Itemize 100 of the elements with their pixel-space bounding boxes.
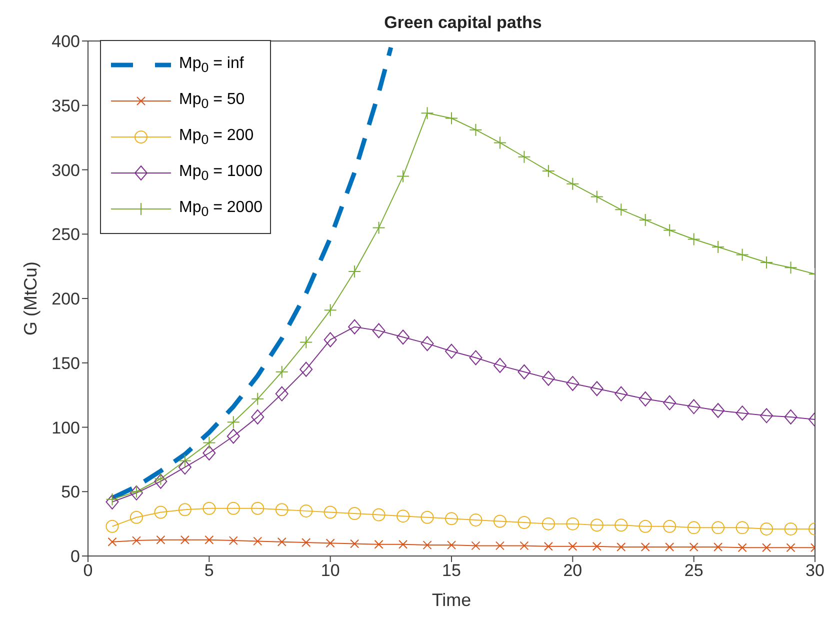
point	[590, 190, 604, 204]
point	[132, 536, 141, 546]
point	[760, 522, 774, 536]
x-tick-label: 0	[83, 561, 93, 580]
point	[469, 123, 482, 136]
point	[687, 521, 700, 534]
point	[253, 536, 262, 546]
point	[106, 492, 119, 506]
chart-title: Green capital paths	[384, 13, 542, 32]
point	[396, 510, 410, 523]
point	[324, 506, 337, 519]
point	[663, 395, 676, 410]
point	[493, 358, 506, 373]
point	[590, 518, 604, 532]
point	[520, 541, 529, 550]
point	[762, 543, 772, 552]
point	[736, 248, 749, 262]
point	[302, 538, 311, 547]
point	[350, 539, 360, 548]
point	[447, 540, 456, 550]
point	[663, 224, 676, 237]
point	[204, 535, 214, 544]
point	[275, 386, 288, 402]
point	[712, 240, 725, 254]
point	[226, 502, 240, 515]
legend-label: Mp$_{0}$ = inf	[179, 54, 244, 76]
point	[542, 370, 555, 386]
y-tick-label: 200	[52, 290, 80, 309]
point	[566, 517, 580, 530]
point	[154, 474, 168, 489]
point	[398, 540, 408, 549]
point	[495, 541, 504, 550]
point	[469, 350, 482, 366]
point	[420, 510, 434, 524]
x-tick-label: 25	[684, 561, 704, 580]
point	[178, 503, 192, 516]
point	[178, 454, 192, 468]
point	[638, 520, 652, 533]
point	[202, 446, 216, 460]
point	[420, 336, 434, 352]
point	[275, 503, 288, 516]
point	[738, 543, 747, 552]
x-tick-label: 20	[563, 561, 582, 580]
y-tick-label: 100	[52, 418, 80, 438]
point	[518, 364, 531, 380]
point	[445, 112, 458, 125]
point	[616, 542, 626, 552]
y-tick-label: 400	[52, 32, 80, 52]
point	[784, 261, 798, 274]
point	[300, 336, 313, 349]
point	[178, 460, 192, 475]
point	[714, 542, 723, 552]
point	[156, 535, 166, 544]
y-tick-label: 250	[52, 225, 80, 244]
point	[544, 542, 553, 551]
point	[640, 542, 650, 552]
point	[106, 494, 119, 510]
point	[566, 376, 580, 391]
point	[471, 541, 480, 550]
point	[712, 521, 725, 534]
point	[202, 436, 216, 450]
point	[154, 472, 168, 486]
point	[687, 399, 700, 414]
legend-label: Mp$_{0}$ = 50	[179, 90, 245, 112]
point	[638, 213, 652, 226]
y-tick-label: 50	[61, 482, 80, 502]
point	[277, 537, 286, 546]
point	[689, 542, 698, 552]
point	[542, 164, 555, 178]
point	[614, 386, 628, 402]
point	[665, 542, 674, 552]
point	[251, 502, 264, 515]
point	[396, 330, 410, 345]
point	[687, 232, 700, 246]
point	[420, 106, 434, 120]
point	[228, 536, 238, 546]
point	[786, 543, 796, 552]
point	[372, 221, 386, 234]
point	[736, 406, 749, 421]
point	[590, 381, 604, 396]
point	[348, 507, 362, 520]
point	[445, 344, 458, 359]
point	[493, 136, 506, 150]
point	[469, 513, 482, 526]
point	[638, 391, 652, 406]
y-axis-title: G (MtCu)	[20, 262, 40, 336]
point	[108, 537, 117, 546]
x-tick-label: 5	[204, 561, 214, 580]
point	[275, 365, 288, 378]
point	[760, 408, 774, 424]
point	[396, 170, 410, 183]
point	[300, 362, 313, 377]
point	[130, 510, 143, 524]
point	[592, 542, 602, 551]
x-tick-label: 10	[320, 561, 340, 580]
point	[542, 517, 555, 530]
point	[348, 264, 362, 278]
point	[324, 332, 337, 348]
x-tick-label: 15	[442, 561, 461, 580]
point	[154, 506, 168, 519]
